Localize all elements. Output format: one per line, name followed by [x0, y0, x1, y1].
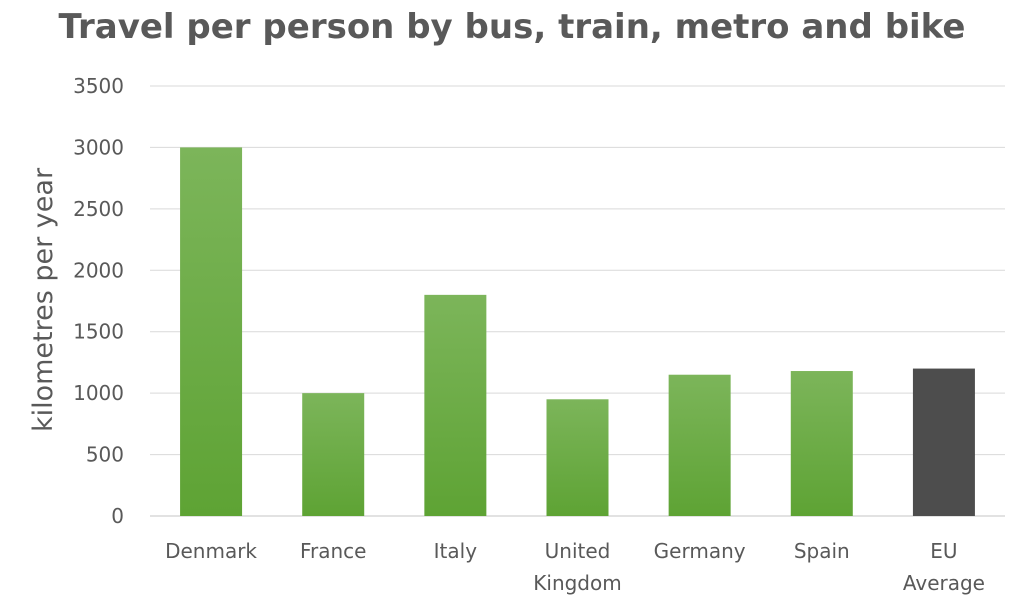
bar	[912, 368, 975, 516]
x-tick-label: United Kingdom	[533, 539, 621, 595]
x-tick-label-line: Denmark	[165, 539, 257, 563]
bar	[302, 393, 365, 516]
chart-title: Travel per person by bus, train, metro a…	[59, 7, 966, 47]
bar	[790, 371, 853, 516]
x-tick-label: EU Average	[903, 539, 985, 595]
x-axis-category-labels: Denmark France Italy United Kingdom Germany Sp…	[165, 539, 985, 595]
y-axis-tick-labels: 0 500 1000 1500 2000 2500 3000 3500	[73, 74, 124, 528]
y-tick-label: 3000	[73, 135, 124, 159]
y-tick-label: 0	[111, 504, 124, 528]
y-tick-label: 3500	[73, 74, 124, 98]
y-tick-label: 1500	[73, 320, 124, 344]
x-tick-label-line: EU	[930, 539, 957, 563]
bar	[546, 399, 609, 516]
gridlines	[150, 85, 1005, 517]
y-tick-label: 1000	[73, 381, 124, 405]
x-tick-label-line: Italy	[434, 539, 478, 563]
y-axis-label: kilometres per year	[28, 167, 59, 432]
x-tick-label-line: Kingdom	[533, 571, 621, 595]
bar	[668, 374, 731, 516]
x-tick-label-line: Spain	[794, 539, 850, 563]
x-tick-label-line: Germany	[654, 539, 746, 563]
y-tick-label: 500	[86, 443, 124, 467]
x-tick-label-line: France	[300, 539, 367, 563]
y-tick-label: 2000	[73, 258, 124, 282]
x-tick-label: Denmark	[165, 539, 257, 563]
bar	[424, 294, 487, 516]
x-tick-label-line: Average	[903, 571, 985, 595]
x-tick-label: Germany	[654, 539, 746, 563]
x-tick-label-line: United	[545, 539, 611, 563]
x-tick-label: Italy	[434, 539, 478, 563]
x-tick-label: France	[300, 539, 367, 563]
x-tick-label: Spain	[794, 539, 850, 563]
bars	[180, 147, 975, 516]
bar	[180, 147, 243, 516]
y-tick-label: 2500	[73, 197, 124, 221]
